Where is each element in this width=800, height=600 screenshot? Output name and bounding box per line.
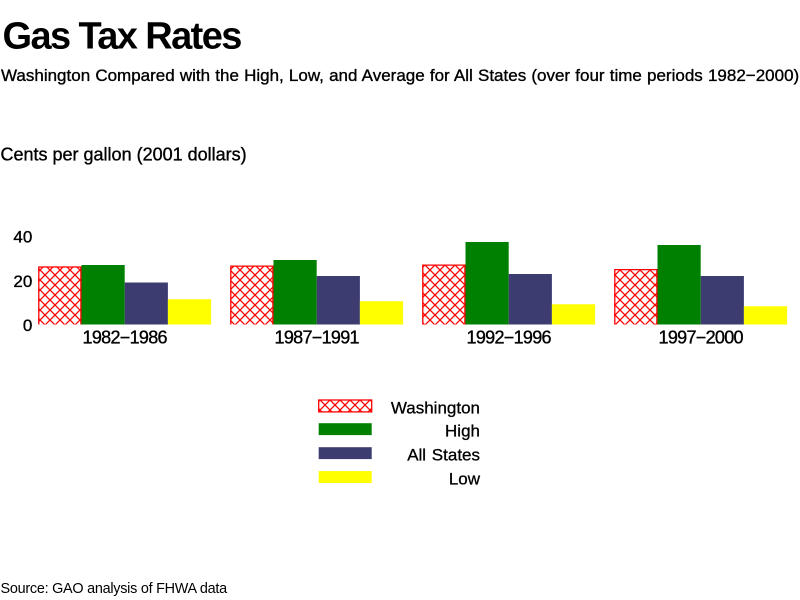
- svg-text:1982−1986: 1982−1986: [83, 327, 168, 347]
- svg-text:Washington: Washington: [391, 398, 480, 417]
- svg-text:1992−1996: 1992−1996: [467, 327, 552, 347]
- svg-text:High: High: [445, 421, 480, 440]
- svg-text:20: 20: [13, 272, 32, 291]
- svg-text:1987−1991: 1987−1991: [275, 327, 360, 347]
- svg-text:Washington Compared with the H: Washington Compared with the High, Low, …: [1, 66, 799, 85]
- svg-text:Gas Tax Rates: Gas Tax Rates: [3, 16, 242, 58]
- svg-text:1997−2000: 1997−2000: [659, 327, 744, 347]
- svg-text:0: 0: [23, 316, 32, 335]
- svg-text:All States: All States: [407, 445, 480, 464]
- svg-text:Source: GAO analysis of FHWA d: Source: GAO analysis of FHWA data: [1, 581, 228, 597]
- svg-text:40: 40: [13, 228, 32, 247]
- svg-text:Low: Low: [449, 469, 481, 488]
- svg-text:Cents per gallon (2001 dollars: Cents per gallon (2001 dollars): [1, 144, 247, 164]
